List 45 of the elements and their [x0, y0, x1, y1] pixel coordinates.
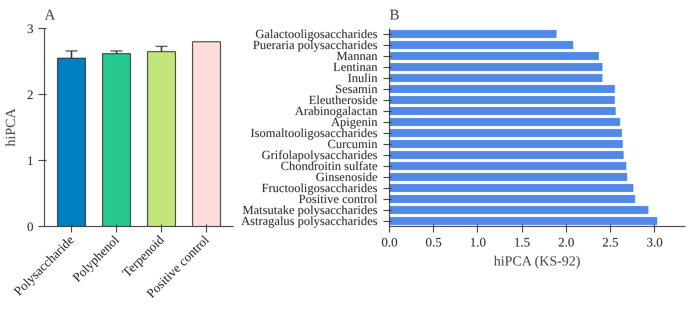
chart-title: A	[44, 8, 56, 24]
y-tick-label: Fructooligosaccharides	[262, 181, 378, 195]
bar	[390, 129, 622, 137]
y-tick-label: 0	[27, 219, 34, 234]
y-tick-label: Arabinogalactan	[294, 104, 378, 118]
x-tick-label: 0.0	[381, 234, 398, 250]
bar	[390, 162, 626, 170]
y-tick-label: 2	[27, 87, 34, 102]
bar	[390, 195, 636, 203]
bar	[390, 217, 658, 225]
y-tick-label: Grifolapolysaccharides	[262, 148, 378, 162]
y-tick-label: Sesamin	[335, 82, 378, 96]
bar	[390, 107, 616, 115]
y-tick-label: Lentinan	[333, 60, 378, 74]
bar	[390, 52, 599, 60]
x-tick-label: 0.5	[426, 234, 442, 250]
bar	[390, 151, 624, 159]
x-tick-label: 2.5	[602, 234, 619, 250]
x-axis-title: hiPCA (KS-92)	[494, 254, 581, 270]
y-tick-label: Curcumin	[328, 137, 378, 151]
x-tick-label: 1.0	[470, 234, 486, 250]
x-tick-label: 3.0	[646, 234, 663, 250]
y-tick-label: Galactooligosaccharides	[255, 27, 378, 41]
bar	[390, 41, 574, 49]
chart-title: B	[390, 8, 400, 24]
y-tick-label: Mannan	[336, 49, 378, 63]
bar	[390, 118, 620, 126]
y-tick-label: Inulin	[348, 71, 378, 85]
bar	[390, 96, 615, 104]
y-tick-label: Matsutake polysaccharides	[242, 203, 378, 217]
bar	[390, 173, 628, 181]
x-tick-label: 1.5	[514, 234, 530, 250]
bar	[390, 206, 648, 214]
bar	[390, 85, 615, 93]
x-tick-label: 2.0	[558, 234, 574, 250]
bar	[390, 140, 623, 148]
y-tick-label: Eleutheroside	[308, 93, 378, 107]
bar	[390, 30, 556, 38]
y-tick-label: 3	[27, 21, 34, 36]
bar	[390, 63, 602, 71]
y-axis-title: hiPCA	[4, 108, 19, 147]
y-tick-label: Ginsenoside	[316, 170, 378, 184]
y-tick-label: 1	[27, 153, 34, 168]
bar	[390, 184, 634, 192]
bar	[390, 74, 602, 82]
